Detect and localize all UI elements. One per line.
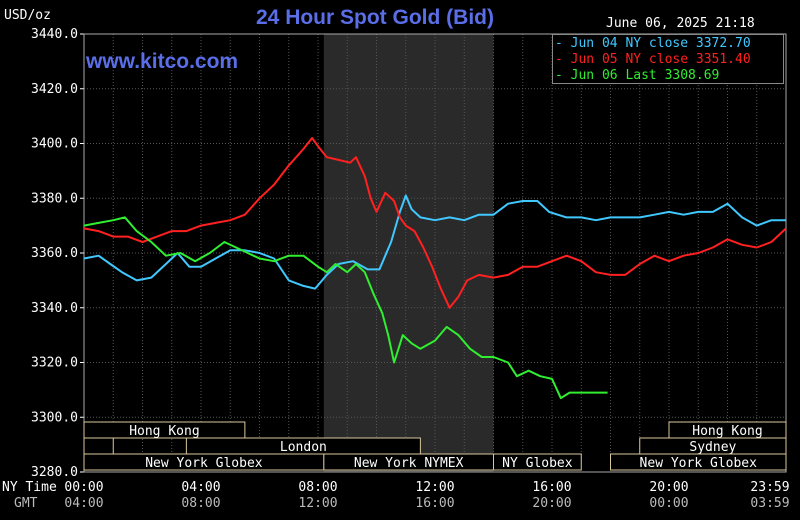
plot-frame xyxy=(83,33,787,473)
y-tick-label: 3420.0 xyxy=(31,82,78,97)
x-tick-label-gmt: 00:00 xyxy=(649,496,688,511)
chart-title: 24 Hour Spot Gold (Bid) xyxy=(256,6,494,29)
x-tick-label-gmt: 08:00 xyxy=(181,496,220,511)
market-session-label: Hong Kong xyxy=(129,424,199,439)
timestamp: June 06, 2025 21:18 xyxy=(606,16,755,31)
market-session-label: New York Globex xyxy=(640,456,758,471)
site-watermark: www.kitco.com xyxy=(86,50,239,73)
x-tick-label-ny: 23:59 xyxy=(750,480,789,495)
x-tick-label-gmt: 16:00 xyxy=(415,496,454,511)
y-tick-label: 3360.0 xyxy=(31,246,78,261)
y-tick-label: 3400.0 xyxy=(31,137,78,152)
x-tick-label-ny: 16:00 xyxy=(532,480,571,495)
market-session-box xyxy=(83,437,114,455)
y-tick-label: 3280.0 xyxy=(31,465,78,480)
market-session-box xyxy=(610,453,787,471)
legend-item-jun04: - Jun 04 NY close 3372.70 xyxy=(555,36,751,51)
x-tick-label-ny: 04:00 xyxy=(181,480,220,495)
y-tick-label: 3380.0 xyxy=(31,191,78,206)
series-line-1 xyxy=(83,137,787,309)
market-session-label: New York NYMEX xyxy=(354,456,464,471)
y-tick-label: 3340.0 xyxy=(31,301,78,316)
market-session-label: London xyxy=(280,440,327,455)
x-tick-label-gmt: 12:00 xyxy=(298,496,337,511)
series-line-0 xyxy=(83,194,786,290)
axis-row-label-nytime: NY Time xyxy=(2,480,57,495)
x-tick-label-gmt: 04:00 xyxy=(64,496,103,511)
chart-legend: - Jun 04 NY close 3372.70 - Jun 05 NY cl… xyxy=(552,34,784,84)
axis-row-label-gmt: GMT xyxy=(14,496,38,511)
x-tick-label-ny: 00:00 xyxy=(64,480,103,495)
y-tick-label: 3300.0 xyxy=(31,410,78,425)
market-session-label: Hong Kong xyxy=(692,424,762,439)
y-tick-label: 3440.0 xyxy=(31,27,78,42)
legend-item-jun05: - Jun 05 NY close 3351.40 xyxy=(555,52,751,67)
x-tick-label-ny: 20:00 xyxy=(649,480,688,495)
x-tick-label-ny: 12:00 xyxy=(415,480,454,495)
x-tick-label-ny: 08:00 xyxy=(298,480,337,495)
market-session-label: Sydney xyxy=(689,440,736,455)
market-session-box xyxy=(83,421,246,439)
market-session-label: New York Globex xyxy=(145,456,263,471)
x-tick-label-gmt: 03:59 xyxy=(750,496,789,511)
x-tick-label-gmt: 20:00 xyxy=(532,496,571,511)
market-session-box xyxy=(493,453,582,471)
y-tick-label: 3320.0 xyxy=(31,356,78,371)
unit-label: USD/oz xyxy=(4,8,51,23)
legend-item-jun06: - Jun 06 Last 3308.69 xyxy=(555,68,720,83)
series-line-2 xyxy=(83,216,608,400)
market-session-label: NY Globex xyxy=(502,456,573,471)
